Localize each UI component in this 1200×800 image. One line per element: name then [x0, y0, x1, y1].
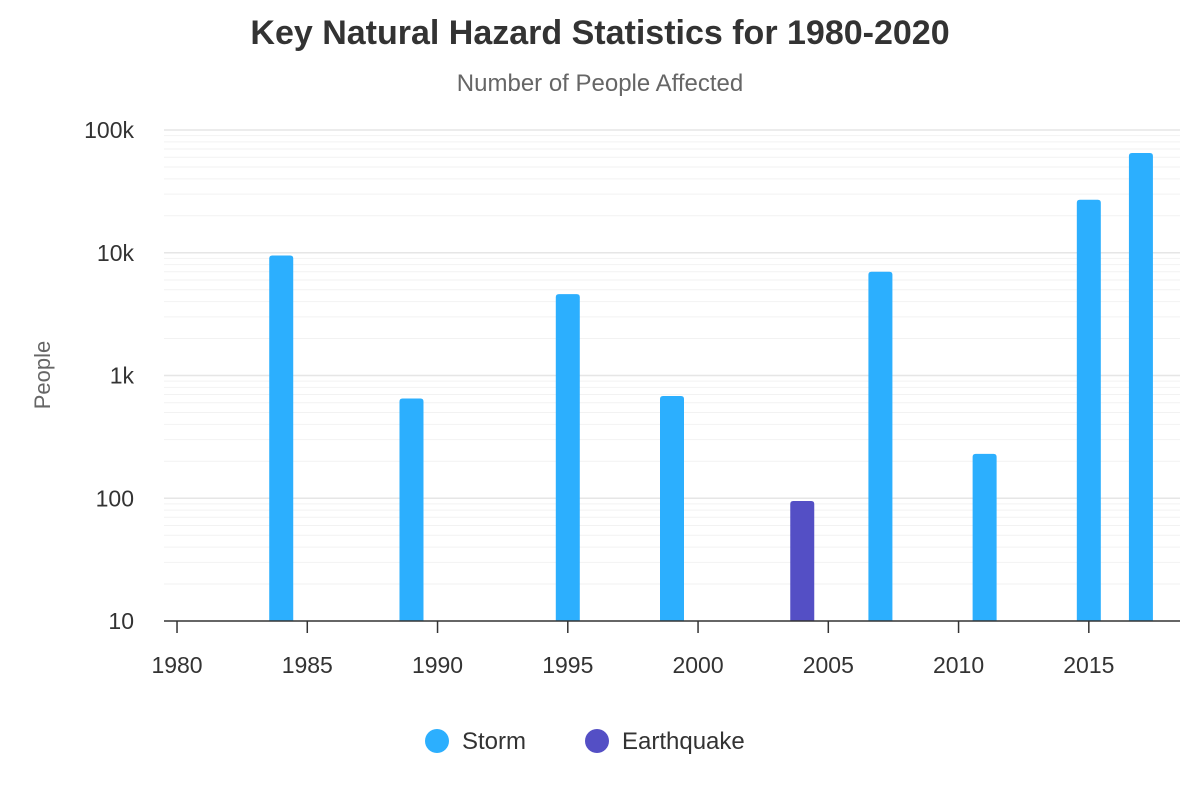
bar-storm-1995[interactable] — [555, 294, 580, 621]
x-tick-label: 1985 — [282, 652, 333, 678]
x-tick-label: 2010 — [933, 652, 984, 678]
bar-shape[interactable] — [868, 271, 893, 621]
x-tick-label: 1990 — [412, 652, 463, 678]
bar-storm-1989[interactable] — [399, 398, 424, 621]
bar-shape[interactable] — [1076, 199, 1101, 621]
x-tick-label: 2015 — [1063, 652, 1114, 678]
legend-marker — [425, 729, 449, 753]
y-tick-label: 100k — [84, 117, 134, 143]
y-tick-label: 10k — [97, 240, 135, 266]
y-tick-label: 10 — [108, 608, 134, 634]
legend-item-storm[interactable]: Storm — [425, 728, 526, 755]
legend: Storm Earthquake — [425, 728, 745, 755]
bar-shape[interactable] — [269, 255, 294, 621]
x-tick-label: 1995 — [542, 652, 593, 678]
bar-storm-2015[interactable] — [1076, 199, 1101, 621]
bar-shape[interactable] — [555, 294, 580, 621]
bar-shape[interactable] — [790, 500, 815, 621]
y-tick-label: 1k — [110, 363, 135, 389]
y-axis-label: People — [30, 341, 55, 410]
x-axis: 1980 1985 1990 1995 2000 2005 2010 2015 — [151, 620, 1180, 678]
x-tick-label: 2000 — [672, 652, 723, 678]
bar-shape[interactable] — [1128, 152, 1153, 621]
bar-storm-2011[interactable] — [972, 453, 997, 621]
legend-item-earthquake[interactable]: Earthquake — [585, 728, 745, 755]
y-tick-label: 100 — [96, 485, 134, 511]
bar-shape[interactable] — [660, 396, 684, 621]
bar-shape[interactable] — [972, 453, 997, 621]
bar-storm-1984[interactable] — [269, 255, 294, 621]
x-tick-label: 2005 — [803, 652, 854, 678]
bars — [269, 152, 1153, 621]
bar-storm-2017[interactable] — [1128, 152, 1153, 621]
bar-storm-2007[interactable] — [868, 271, 893, 621]
chart-title: Key Natural Hazard Statistics for 1980-2… — [250, 14, 949, 52]
x-tick-label: 1980 — [151, 652, 202, 678]
legend-label: Storm — [462, 728, 526, 755]
bar-earthquake-2004[interactable] — [790, 500, 815, 621]
legend-label: Earthquake — [622, 728, 745, 755]
legend-marker — [585, 729, 609, 753]
y-axis-ticks: 10 100 1k 10k 100k — [84, 117, 134, 634]
bar-storm-1999[interactable] — [660, 396, 684, 621]
chart-subtitle: Number of People Affected — [457, 70, 743, 97]
bar-shape[interactable] — [399, 398, 424, 621]
